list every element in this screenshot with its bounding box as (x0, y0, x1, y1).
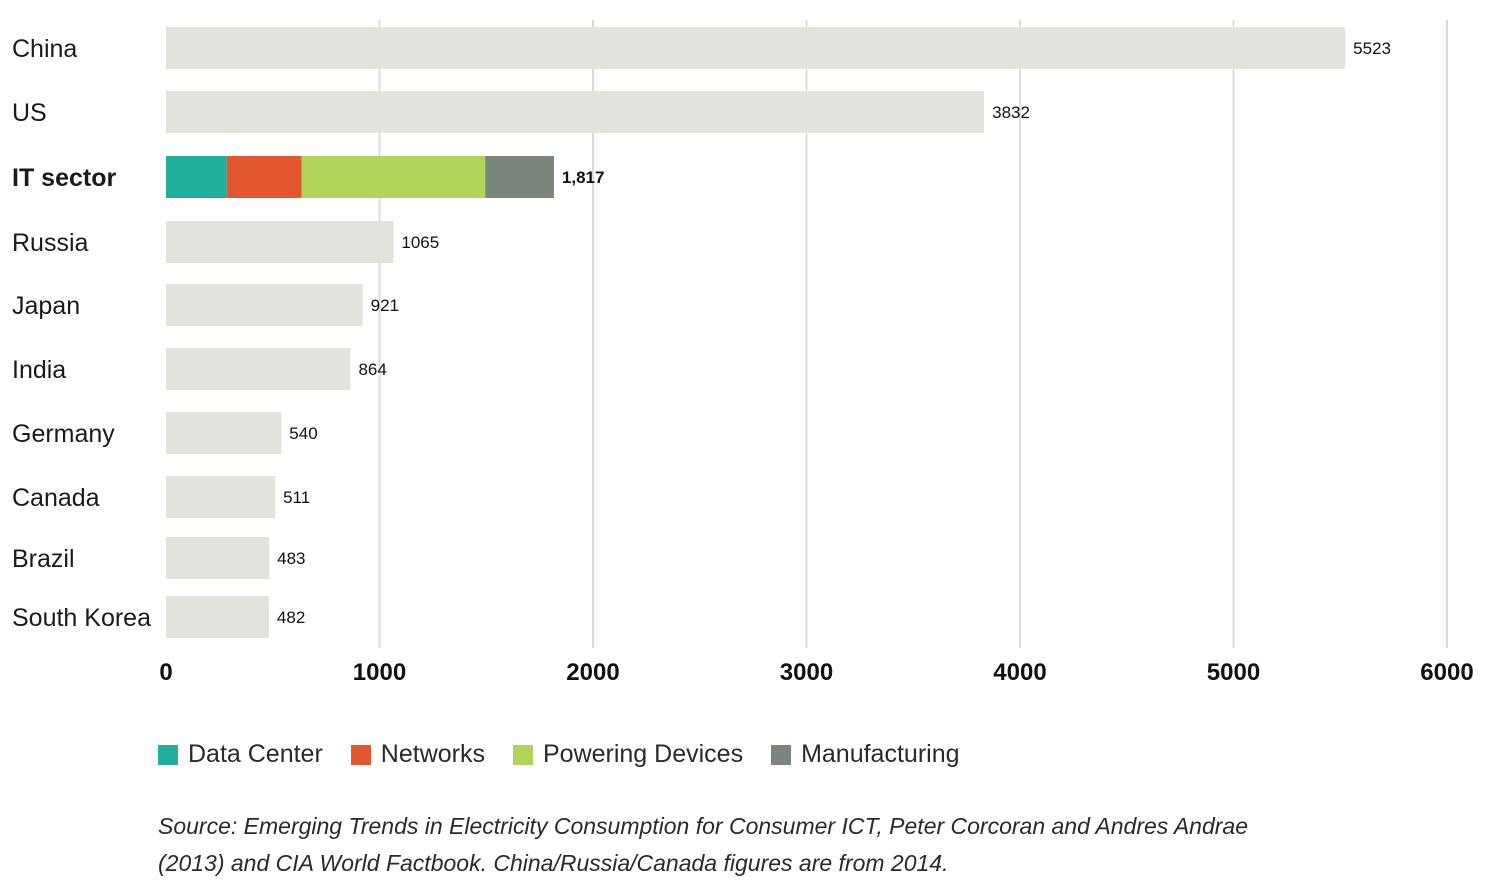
value-label-russia: 1065 (401, 233, 439, 252)
category-label-germany: Germany (12, 420, 115, 448)
legend-item-manufacturing: Manufacturing (771, 740, 960, 769)
bar-chart: China US IT sector Russia Japan India Germany C… (12, 20, 1474, 686)
x-tick-label-4000: 4000 (993, 659, 1046, 686)
legend-item-networks: Networks (350, 740, 485, 769)
source-note: Source: Emerging Trends in Electricity C… (158, 808, 1358, 882)
value-label-germany: 540 (289, 424, 317, 443)
value-label-it-sector: 1,817 (562, 168, 605, 187)
bar-canada (166, 476, 276, 518)
source-line-1: Source: Emerging Trends in Electricity C… (158, 813, 1249, 839)
bar-south-korea (166, 596, 269, 638)
category-label-it-sector: IT sector (12, 164, 116, 192)
value-label-us: 3832 (992, 103, 1030, 122)
x-tick-label-3000: 3000 (780, 659, 833, 686)
category-labels: China US IT sector Russia Japan India Germany C… (12, 35, 151, 632)
legend-item-data-center: Data Center (158, 740, 323, 769)
category-label-canada: Canada (12, 484, 100, 512)
category-label-china: China (12, 35, 77, 63)
legend-label: Networks (380, 740, 485, 768)
value-label-canada: 511 (283, 488, 310, 507)
bar-japan (166, 284, 363, 326)
bar-segment-data-center (166, 156, 227, 198)
bar-brazil (166, 537, 270, 579)
bar-india (166, 348, 351, 390)
bar-russia (166, 221, 394, 263)
legend-swatch (771, 744, 792, 765)
bar-segment-manufacturing (485, 156, 554, 198)
legend-label: Powering Devices (542, 740, 744, 768)
value-labels: 5523 3832 1,817 1065 921 864 540 511 483 482 (277, 39, 1391, 627)
category-label-brazil: Brazil (12, 545, 75, 573)
value-label-china: 5523 (1353, 39, 1391, 58)
bars (166, 27, 1346, 638)
legend-swatch (350, 744, 371, 765)
x-tick-label-5000: 5000 (1207, 659, 1260, 686)
bar-germany (166, 412, 282, 454)
x-tick-label-0: 0 (159, 659, 172, 686)
legend: Data Center Networks Powering Devices Ma… (158, 740, 988, 769)
category-label-russia: Russia (12, 229, 89, 257)
legend-swatch (512, 744, 533, 765)
category-label-japan: Japan (12, 292, 80, 320)
x-tick-label-1000: 1000 (353, 659, 406, 686)
legend-label: Manufacturing (801, 740, 960, 768)
legend-item-powering-devices: Powering Devices (512, 740, 744, 769)
source-line-2: (2013) and CIA World Factbook. China/Rus… (158, 850, 949, 876)
x-axis-ticks: 0 1000 2000 3000 4000 5000 6000 (159, 659, 1473, 686)
value-label-japan: 921 (371, 296, 399, 315)
category-label-india: India (12, 356, 66, 384)
value-label-south-korea: 482 (277, 608, 305, 627)
bar-us (166, 91, 985, 133)
legend-label: Data Center (188, 740, 323, 768)
x-tick-label-2000: 2000 (566, 659, 619, 686)
value-label-india: 864 (358, 360, 386, 379)
value-label-brazil: 483 (277, 549, 305, 568)
category-label-south-korea: South Korea (12, 604, 151, 632)
x-tick-label-6000: 6000 (1420, 659, 1473, 686)
bar-china (166, 27, 1346, 69)
bar-segment-powering-devices (301, 156, 486, 198)
bar-segment-networks (226, 156, 302, 198)
legend-swatch (158, 744, 178, 765)
category-label-us: US (12, 99, 47, 127)
